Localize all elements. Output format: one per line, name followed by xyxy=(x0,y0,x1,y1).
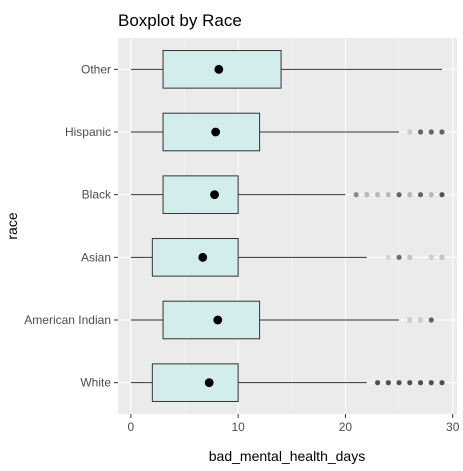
outlier-point xyxy=(407,380,413,386)
chart-title: Boxplot by Race xyxy=(118,11,242,30)
x-tick-label: 30 xyxy=(446,420,460,434)
x-tick-label: 0 xyxy=(128,420,135,434)
y-tick-label: Asian xyxy=(81,250,111,264)
outlier-point xyxy=(375,380,381,386)
outlier-point xyxy=(407,129,413,135)
outlier-point xyxy=(375,192,381,198)
outlier-point xyxy=(439,129,445,135)
outlier-point xyxy=(396,380,402,386)
outlier-point xyxy=(385,192,391,198)
box-black xyxy=(130,175,445,214)
mean-point xyxy=(211,127,221,137)
outlier-point xyxy=(439,254,445,260)
outlier-point xyxy=(417,129,424,135)
outlier-point xyxy=(396,192,402,198)
outlier-point xyxy=(364,192,370,198)
box-iqr xyxy=(151,238,239,277)
y-tick-label: American Indian xyxy=(24,313,111,327)
mean-point xyxy=(198,252,208,262)
outlier-point xyxy=(353,192,359,198)
y-tick-label: Other xyxy=(81,62,111,76)
y-tick-label: Black xyxy=(82,188,112,202)
outlier-point xyxy=(439,380,445,386)
mean-point xyxy=(210,190,219,200)
outlier-point xyxy=(428,192,434,198)
box-hispanic xyxy=(130,112,445,152)
y-axis-label: race xyxy=(4,212,20,239)
outlier-point xyxy=(407,192,413,198)
outlier-point xyxy=(428,380,434,386)
y-tick-label: Hispanic xyxy=(65,125,111,139)
outlier-point xyxy=(428,129,434,135)
x-axis: 0 10 20 30 xyxy=(128,414,460,434)
box-iqr xyxy=(151,363,239,402)
mean-point xyxy=(213,315,223,325)
outlier-point xyxy=(428,317,434,323)
outlier-point xyxy=(407,254,413,260)
mean-point xyxy=(204,378,214,388)
y-tick-label: White xyxy=(80,376,111,390)
box-iqr xyxy=(162,175,239,214)
outlier-point xyxy=(428,254,434,260)
box-iqr xyxy=(162,300,261,340)
outlier-point xyxy=(439,192,445,198)
box-other xyxy=(130,50,442,89)
x-tick-label: 10 xyxy=(231,420,245,434)
outlier-point xyxy=(417,380,424,386)
mean-point xyxy=(214,64,224,74)
outlier-point xyxy=(417,317,424,323)
box-american-indian xyxy=(130,300,434,340)
x-axis-label: bad_mental_health_days xyxy=(209,448,365,464)
outlier-point xyxy=(385,254,391,260)
outlier-point xyxy=(385,380,391,386)
box-asian xyxy=(130,238,445,277)
outlier-point xyxy=(417,192,424,198)
y-axis: White American Indian Asian Black Hispanic Ot… xyxy=(24,62,118,390)
outlier-point xyxy=(407,317,413,323)
boxes-layer xyxy=(130,50,445,402)
box-white xyxy=(130,363,445,402)
plot-panel xyxy=(118,38,457,414)
outlier-point xyxy=(396,254,402,260)
x-tick-label: 20 xyxy=(339,420,353,434)
